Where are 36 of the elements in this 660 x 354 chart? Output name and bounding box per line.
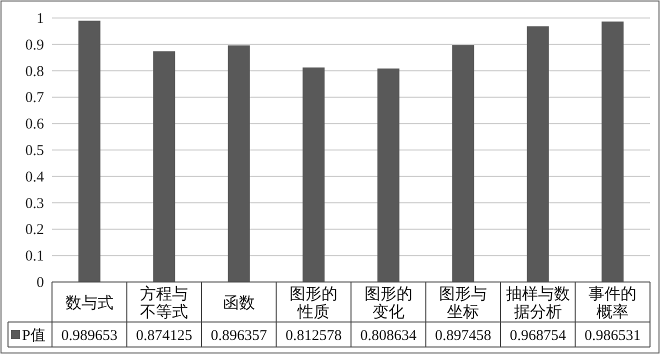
- x-tick-label: 事件的概率: [588, 285, 637, 321]
- y-tick-label: 0.3: [25, 196, 44, 212]
- bar: [602, 22, 624, 282]
- x-tick-label: 抽样与数据分析: [506, 285, 570, 321]
- data-label: 0.989653: [61, 328, 118, 344]
- y-tick-label: 0.2: [25, 222, 44, 238]
- legend-label: P值: [22, 328, 46, 344]
- y-tick-label: 0.9: [25, 37, 44, 54]
- bar: [153, 51, 176, 282]
- data-label: 0.812578: [286, 328, 342, 344]
- y-tick-label: 0.7: [25, 90, 44, 106]
- y-tick-label: 0.5: [25, 143, 44, 159]
- bar: [78, 20, 100, 282]
- x-tick-label: 函数: [222, 295, 255, 312]
- y-tick-label: 1: [36, 11, 44, 27]
- y-tick-label: 0.4: [25, 169, 44, 186]
- bar: [452, 45, 474, 282]
- data-label: 0.986531: [584, 328, 641, 344]
- data-label: 0.968754: [510, 328, 566, 344]
- bar: [526, 26, 549, 282]
- data-label: 0.896357: [210, 328, 268, 344]
- data-label: 0.874125: [136, 328, 192, 344]
- x-tick-label: 图形的性质: [290, 286, 338, 321]
- data-label: 0.808634: [360, 328, 417, 344]
- y-tick-label: 0: [36, 275, 44, 291]
- x-tick-label: 数与式: [65, 294, 114, 312]
- x-tick-label: 图形的变化: [364, 286, 412, 321]
- bar: [228, 45, 250, 282]
- x-tick-label: 方程与不等式: [140, 285, 188, 321]
- bar: [302, 67, 325, 282]
- data-label: 0.897458: [435, 328, 492, 344]
- y-tick-label: 0.6: [25, 116, 44, 133]
- y-tick-label: 0.1: [25, 248, 44, 265]
- y-tick-label: 0.8: [25, 64, 44, 80]
- x-tick-label: 图形与坐标: [439, 285, 488, 321]
- bar: [377, 68, 400, 282]
